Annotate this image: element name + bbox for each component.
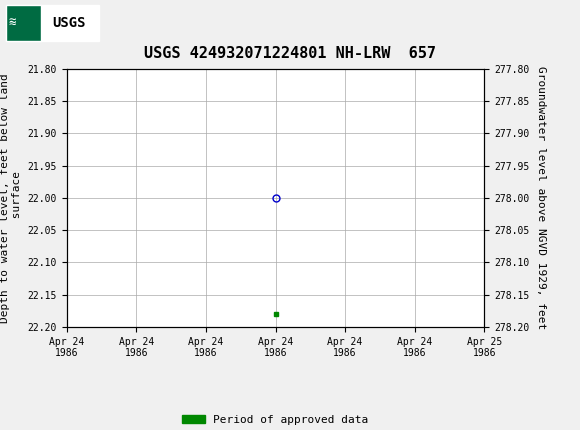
Y-axis label: Groundwater level above NGVD 1929, feet: Groundwater level above NGVD 1929, feet [536,66,546,329]
Text: ≋: ≋ [9,16,16,29]
Bar [6,4,41,41]
Bar [6,4,99,41]
Text: USGS: USGS [52,15,86,30]
Text: USGS 424932071224801 NH-LRW  657: USGS 424932071224801 NH-LRW 657 [144,46,436,61]
Legend: Period of approved data: Period of approved data [178,411,373,430]
Y-axis label: Depth to water level, feet below land
 surface: Depth to water level, feet below land su… [1,73,22,322]
